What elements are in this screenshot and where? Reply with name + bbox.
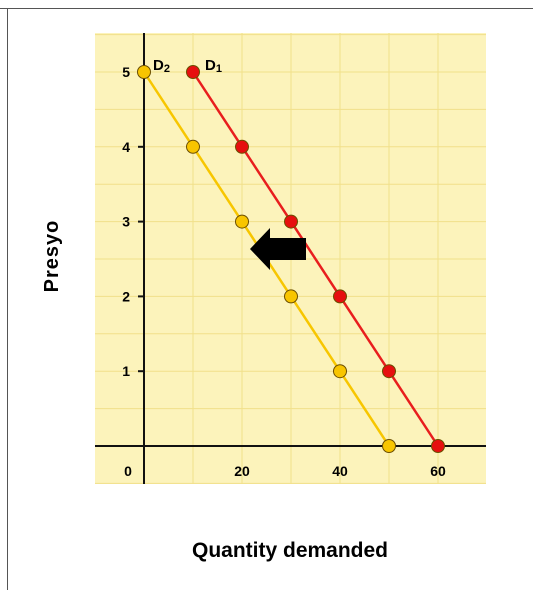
series-layer [137,65,445,453]
y-tick-labels: 1 2 3 4 5 [122,64,130,379]
y-tick-label: 2 [122,288,130,304]
data-point-d1 [284,214,298,229]
data-point-d1 [235,139,249,154]
data-point-d2 [284,289,298,304]
y-tick-label: 5 [122,64,130,80]
data-point-d1 [333,289,347,304]
series-label-d2: D2 [153,57,170,75]
data-point-d1 [431,439,445,453]
x-axis-title: Quantity demanded [192,539,388,562]
data-point-d2 [333,364,347,379]
x-tick-label: 20 [234,463,250,479]
data-point-d1 [186,65,200,79]
data-point-d1 [382,364,396,379]
shift-left-arrow [250,228,306,270]
x-tick-labels: 0 20 40 60 [124,463,446,479]
y-tick-label: 1 [122,363,130,379]
y-tick-label: 3 [122,214,130,230]
data-point-d2 [137,65,151,79]
x-tick-label: 40 [332,463,348,479]
data-point-d2 [235,214,249,229]
data-point-d2 [382,439,396,453]
x-tick-label: 0 [124,463,132,479]
x-tick-label: 60 [430,463,446,479]
y-tick-label: 4 [122,139,130,155]
data-point-d2 [186,139,200,154]
series-label-d1: D1 [205,57,222,75]
y-axis-title: Presyo [41,220,63,293]
series-line-d1 [191,71,440,447]
